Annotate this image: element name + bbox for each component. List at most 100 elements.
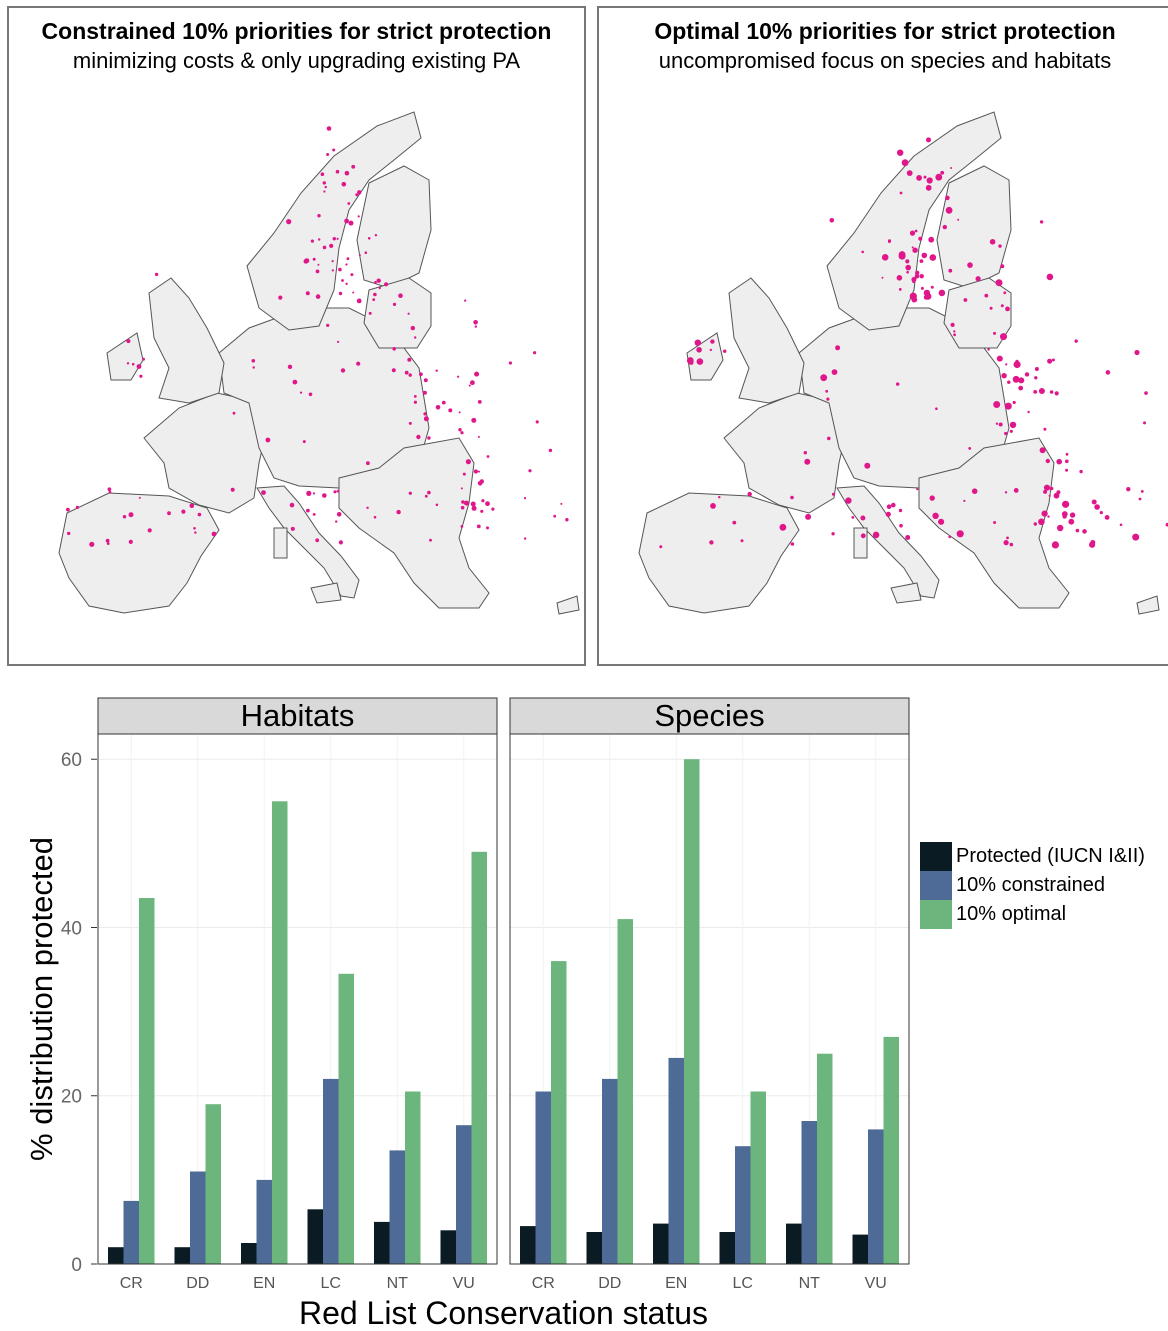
bar-protected-vu: [852, 1234, 868, 1264]
facet-label: Species: [654, 698, 764, 733]
bar-optimal-cr: [139, 898, 155, 1264]
priority-area-mark: [122, 515, 127, 519]
priority-area-mark: [898, 252, 906, 260]
priority-area-mark: [1047, 515, 1050, 518]
priority-area-mark: [461, 500, 465, 504]
priority-area-mark: [1062, 514, 1067, 519]
priority-area-mark: [66, 507, 70, 512]
priority-area-mark: [355, 193, 359, 197]
country-baltics: [363, 277, 432, 349]
priority-area-mark: [906, 270, 909, 274]
priority-area-mark: [919, 259, 924, 263]
priority-area-mark: [126, 339, 129, 342]
bar-protected-en: [653, 1223, 669, 1264]
priority-area-mark: [167, 511, 171, 516]
priority-area-mark: [953, 333, 956, 337]
priority-area-mark: [993, 521, 997, 524]
priority-area-mark: [935, 407, 938, 411]
priority-area-mark: [181, 509, 186, 514]
bar-protected-cr: [108, 1247, 124, 1264]
priority-area-mark: [1018, 385, 1024, 391]
priority-area-mark: [523, 537, 527, 540]
priority-area-mark: [345, 282, 348, 285]
priority-area-mark: [987, 348, 990, 351]
priority-area-mark: [366, 506, 369, 509]
x-tick-label: NT: [387, 1275, 409, 1292]
priority-area-mark: [347, 202, 351, 205]
priority-area-mark: [1065, 459, 1069, 464]
priority-area-mark: [508, 361, 512, 365]
priority-area-mark: [230, 487, 235, 492]
priority-area-mark: [1089, 541, 1096, 548]
priority-area-mark: [860, 533, 866, 539]
priority-area-mark: [1015, 359, 1019, 363]
bar-constrained-en: [668, 1057, 684, 1264]
priority-area-mark: [435, 369, 438, 372]
priority-area-mark: [419, 372, 423, 377]
country-cyprus: [1136, 595, 1160, 615]
priority-area-mark: [694, 339, 701, 346]
priority-area-mark: [315, 294, 321, 299]
priority-area-mark: [336, 512, 342, 517]
bar-optimal-lc: [338, 973, 354, 1264]
priority-area-mark: [548, 448, 553, 453]
priority-area-mark: [1000, 333, 1007, 341]
priority-area-mark: [142, 357, 145, 361]
priority-area-mark: [929, 495, 935, 501]
priority-area-mark: [374, 280, 377, 284]
priority-area-mark: [265, 437, 271, 443]
priority-area-mark: [106, 542, 110, 545]
priority-area-mark: [1049, 390, 1054, 394]
priority-area-mark: [422, 390, 427, 395]
priority-area-mark: [923, 294, 929, 300]
priority-area-mark: [408, 491, 412, 495]
priority-area-mark: [898, 288, 902, 291]
priority-area-mark: [1104, 515, 1110, 520]
priority-area-mark: [886, 504, 892, 510]
priority-area-mark: [1004, 402, 1012, 410]
priority-area-mark: [491, 507, 495, 511]
priority-area-mark: [448, 408, 453, 413]
priority-area-mark: [861, 250, 864, 254]
priority-area-mark: [909, 230, 916, 236]
priority-area-mark: [398, 293, 403, 299]
priority-area-mark: [826, 397, 830, 401]
europe-landmass: [58, 111, 580, 615]
priority-area-mark: [1005, 306, 1010, 312]
priority-area-mark: [329, 243, 334, 248]
priority-area-mark: [331, 269, 334, 272]
priority-area-mark: [373, 292, 377, 297]
priority-area-mark: [938, 289, 946, 297]
priority-area-mark: [1038, 518, 1045, 526]
priority-area-mark: [286, 219, 292, 225]
priority-area-mark: [948, 268, 953, 273]
priority-area-mark: [105, 538, 110, 543]
priority-area-mark: [252, 366, 255, 369]
priority-area-mark: [350, 273, 354, 277]
bar-protected-vu: [440, 1230, 456, 1264]
priority-area-mark: [696, 347, 702, 353]
priority-area-mark: [929, 254, 937, 261]
priority-area-mark: [1027, 410, 1030, 414]
priority-area-mark: [1012, 400, 1016, 405]
priority-area-mark: [292, 379, 298, 385]
priority-area-mark: [322, 493, 327, 498]
priority-area-mark: [429, 538, 432, 542]
priority-area-mark: [335, 169, 340, 174]
priority-area-mark: [1013, 488, 1019, 493]
bar-constrained-cr: [123, 1200, 139, 1264]
priority-area-mark: [945, 195, 950, 201]
priority-areas: [66, 126, 569, 547]
priority-area-mark: [320, 172, 325, 176]
priority-area-mark: [1009, 421, 1017, 429]
bar-optimal-vu: [471, 851, 487, 1264]
priority-area-mark: [1082, 529, 1087, 534]
priority-area-mark: [920, 286, 924, 290]
priority-area-mark: [378, 286, 381, 290]
legend-label: 10% optimal: [956, 903, 1067, 925]
priority-area-mark: [465, 459, 471, 465]
priority-area-mark: [533, 351, 537, 355]
priority-area-mark: [333, 490, 337, 494]
legend-swatch: [920, 842, 952, 871]
priority-area-mark: [462, 472, 466, 476]
